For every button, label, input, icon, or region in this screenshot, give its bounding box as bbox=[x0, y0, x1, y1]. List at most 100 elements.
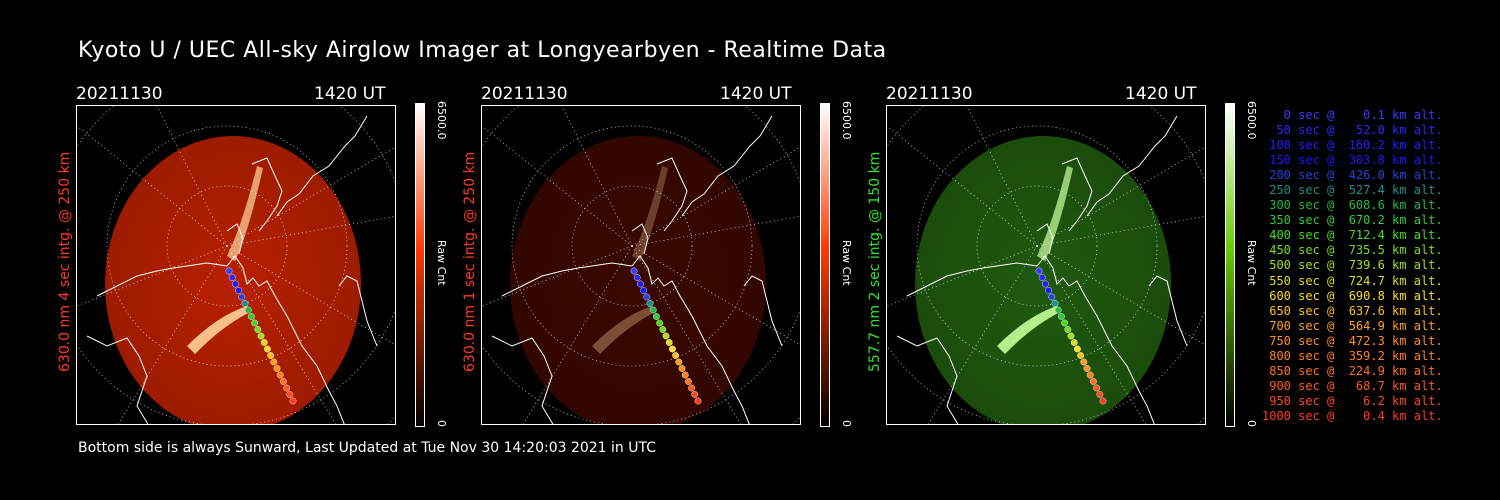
legend-row: 850 sec @ 224.9 km alt. bbox=[1262, 363, 1443, 378]
grid-line bbox=[77, 125, 228, 247]
panel-1-colorbar-unit: Raw Cnt bbox=[435, 240, 448, 286]
trajectory-point bbox=[273, 365, 281, 372]
grid-line bbox=[1036, 245, 1205, 346]
panel-2-ylabel: 630.0 nm 1 sec intg. @ 250 km bbox=[462, 151, 478, 372]
legend-row: 950 sec @ 6.2 km alt. bbox=[1262, 393, 1443, 408]
grid-line bbox=[482, 125, 633, 247]
legend-row: 450 sec @ 735.5 km alt. bbox=[1262, 243, 1443, 258]
trajectory-point bbox=[633, 274, 641, 281]
legend-row: 600 sec @ 690.8 km alt. bbox=[1262, 288, 1443, 303]
trajectory-point bbox=[1083, 365, 1091, 372]
panel-1-colorbar bbox=[415, 103, 425, 427]
grid-line bbox=[1036, 146, 1205, 247]
trajectory-point bbox=[279, 378, 287, 385]
panel-1-time: 1420 UT bbox=[314, 84, 386, 104]
airglow-image-panel-1 bbox=[76, 105, 396, 425]
trajectory-point bbox=[1070, 339, 1078, 346]
trajectory-point bbox=[1077, 352, 1085, 359]
panel-3-colorbar-unit: Raw Cnt bbox=[1245, 240, 1258, 286]
trajectory-point bbox=[649, 306, 657, 314]
grid-line bbox=[1036, 215, 1205, 247]
panel-1-colorbar-max: 6500.0 bbox=[435, 101, 448, 140]
trajectory-point bbox=[267, 352, 275, 359]
grid-line bbox=[887, 125, 1038, 247]
legend-row: 100 sec @ 160.2 km alt. bbox=[1262, 138, 1443, 153]
aurora-arc bbox=[187, 306, 252, 354]
panel-2-colorbar-max: 6500.0 bbox=[840, 101, 853, 140]
trajectory-point bbox=[1051, 300, 1059, 307]
trajectory-point bbox=[1067, 332, 1075, 340]
legend-row: 250 sec @ 527.4 km alt. bbox=[1262, 183, 1443, 198]
panel-1-colorbar-min: 0 bbox=[435, 420, 448, 427]
trajectory-point bbox=[228, 274, 236, 281]
trajectory-point bbox=[1096, 391, 1104, 398]
trajectory-legend: 0 sec @ 0.1 km alt. 50 sec @ 52.0 km alt… bbox=[1262, 108, 1443, 424]
legend-row: 900 sec @ 68.7 km alt. bbox=[1262, 378, 1443, 393]
trajectory-point bbox=[646, 300, 654, 307]
panel-2-time: 1420 UT bbox=[720, 84, 792, 104]
grid-circle bbox=[916, 125, 1158, 367]
panel-2-date: 20211130 bbox=[481, 84, 568, 104]
trajectory-point bbox=[668, 345, 676, 353]
legend-row: 650 sec @ 637.6 km alt. bbox=[1262, 303, 1443, 318]
trajectory-point bbox=[630, 267, 638, 275]
panel-1-ylabel: 630.0 nm 4 sec intg. @ 250 km bbox=[57, 151, 73, 372]
grid-line bbox=[226, 146, 395, 247]
panel-2-colorbar bbox=[820, 103, 830, 427]
grid-line bbox=[631, 146, 800, 247]
legend-row: 400 sec @ 712.4 km alt. bbox=[1262, 228, 1443, 243]
trajectory-point bbox=[238, 293, 246, 301]
panel-3-ylabel: 557.7 nm 2 sec intg. @ 150 km bbox=[867, 151, 883, 372]
coastline bbox=[896, 115, 1188, 424]
aurora-arc bbox=[1037, 166, 1073, 261]
trajectory-point bbox=[289, 397, 297, 405]
legend-row: 150 sec @ 303.8 km alt. bbox=[1262, 153, 1443, 168]
panel-3-date: 20211130 bbox=[886, 84, 973, 104]
aurora-arc bbox=[592, 306, 657, 354]
panel-3-colorbar bbox=[1225, 103, 1235, 427]
grid-circle bbox=[106, 125, 348, 367]
trajectory-point bbox=[656, 319, 664, 327]
airglow-image-panel-3 bbox=[886, 105, 1206, 425]
legend-row: 0 sec @ 0.1 km alt. bbox=[1262, 108, 1443, 122]
aurora-arc bbox=[632, 166, 668, 261]
trajectory-point bbox=[662, 332, 670, 340]
trajectory-point bbox=[244, 306, 252, 314]
grid-line bbox=[631, 245, 800, 346]
trajectory-point bbox=[691, 391, 699, 398]
grid-line bbox=[226, 215, 395, 247]
trajectory-point bbox=[231, 280, 239, 288]
trajectory-point bbox=[1061, 319, 1069, 327]
aurora-arc bbox=[997, 306, 1062, 354]
trajectory-point bbox=[636, 280, 644, 288]
coastline bbox=[86, 115, 378, 424]
panel-3-map bbox=[887, 106, 1205, 424]
trajectory-point bbox=[235, 287, 243, 294]
trajectory-point bbox=[286, 391, 294, 398]
trajectory-point bbox=[270, 358, 278, 366]
trajectory-point bbox=[1073, 345, 1081, 353]
legend-row: 1000 sec @ 0.4 km alt. bbox=[1262, 408, 1443, 423]
trajectory-point bbox=[276, 371, 284, 379]
trajectory-point bbox=[1080, 358, 1088, 366]
trajectory-point bbox=[1089, 378, 1097, 385]
trajectory-point bbox=[260, 339, 268, 346]
grid-circle bbox=[571, 185, 693, 307]
trajectory-point bbox=[643, 293, 651, 301]
trajectory-point bbox=[263, 345, 271, 353]
grid-circle bbox=[976, 185, 1098, 307]
panel-3-time: 1420 UT bbox=[1125, 84, 1197, 104]
trajectory-point bbox=[1093, 384, 1101, 392]
trajectory-point bbox=[1086, 371, 1094, 379]
footer-status: Bottom side is always Sunward, Last Upda… bbox=[78, 440, 656, 456]
panel-1-date: 20211130 bbox=[76, 84, 163, 104]
grid-line bbox=[631, 215, 800, 247]
trajectory-point bbox=[659, 326, 667, 333]
trajectory-point bbox=[1057, 313, 1065, 320]
coastline bbox=[491, 115, 783, 424]
trajectory-point bbox=[678, 365, 686, 372]
trajectory-point bbox=[247, 313, 255, 320]
trajectory-point bbox=[1041, 280, 1049, 288]
trajectory-point bbox=[672, 352, 680, 359]
grid-line bbox=[77, 245, 228, 307]
